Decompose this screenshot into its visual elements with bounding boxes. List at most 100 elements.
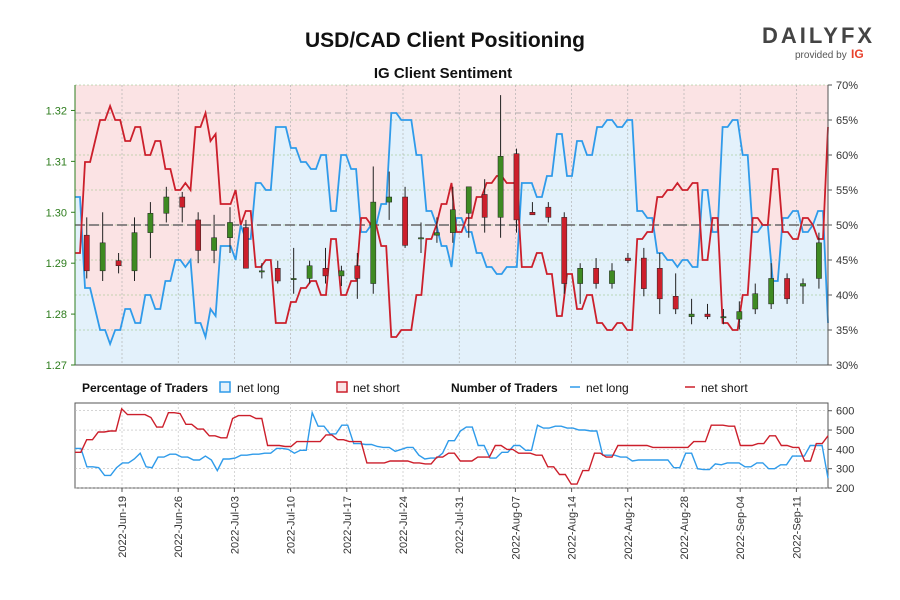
candle-body	[290, 278, 297, 280]
price-tick-label: 1.30	[46, 207, 67, 219]
candle-body	[195, 219, 202, 251]
percent-tick-label: 35%	[836, 325, 858, 337]
legend-pct-short-swatch	[336, 381, 348, 393]
candle-body	[656, 268, 663, 300]
candle-body	[800, 283, 806, 287]
candle-body	[640, 257, 647, 289]
candle-body	[577, 268, 584, 284]
legend-pct-heading: Percentage of Traders	[82, 381, 208, 395]
long-area	[75, 113, 828, 365]
legend-pct-long-swatch	[219, 381, 231, 393]
count-tick-label: 500	[836, 425, 854, 437]
count-frame	[74, 402, 829, 489]
date-tick-label: 2022-Jul-24	[398, 496, 410, 554]
percent-tick-label: 30%	[836, 360, 858, 372]
date-tick-label: 2022-Jul-03	[229, 496, 241, 554]
pct-short-line	[75, 103, 829, 338]
candle-body	[625, 257, 631, 261]
chart-subtitle: IG Client Sentiment	[374, 65, 512, 82]
candle-body	[434, 232, 440, 236]
candle-body	[418, 237, 424, 240]
price-tick-label: 1.29	[46, 258, 67, 270]
candle-body	[115, 260, 122, 266]
date-tick-label: 2022-Aug-14	[567, 496, 579, 560]
candle-body	[322, 268, 329, 277]
candle-body	[227, 222, 233, 238]
candle-body	[370, 201, 377, 284]
candle-body	[354, 265, 361, 279]
date-tick-label: 2022-Jul-17	[342, 496, 354, 554]
candle-body	[752, 293, 759, 310]
price-tick-label: 1.31	[46, 156, 67, 168]
percent-tick-label: 55%	[836, 185, 858, 197]
date-tick-label: 2022-Sep-04	[735, 496, 747, 560]
count-tick-label: 200	[836, 483, 854, 495]
candle-body	[243, 227, 249, 269]
candle-body	[736, 311, 743, 320]
percent-tick-label: 40%	[836, 290, 858, 302]
count-long-line	[75, 410, 829, 479]
date-tick-label: 2022-Aug-28	[679, 496, 691, 560]
price-tick-label: 1.28	[46, 309, 67, 321]
candle-body	[258, 270, 265, 273]
candle-body	[545, 206, 552, 218]
chart-title: USD/CAD Client Positioning	[305, 29, 585, 52]
candle-body	[386, 196, 393, 203]
candle-body	[720, 316, 727, 319]
brand-provider: IG	[851, 47, 864, 61]
count-tick-label: 400	[836, 444, 854, 456]
candle-body	[529, 212, 536, 216]
price-tick-label: 1.32	[46, 105, 67, 117]
candle-body	[83, 234, 90, 272]
brand-provided-by: provided by	[795, 50, 847, 61]
legend-pct-long-label: net long	[237, 381, 280, 395]
trader-count-panel: 200 300 400 500 600 2022-Jun-19 2022-Jun-26 202…	[74, 402, 854, 560]
legend-num-short-label: net short	[701, 381, 748, 395]
percent-tick-label: 50%	[836, 220, 858, 232]
sentiment-price-panel: 1.27 1.28 1.29 1.30 1.31 1.32 30% 35% 40% 45% 50% 5…	[46, 80, 859, 372]
percent-tick-label: 65%	[836, 115, 858, 127]
date-tick-label: 2022-Jul-10	[286, 496, 298, 554]
candle-body	[402, 196, 408, 246]
candle-body	[784, 278, 790, 300]
candle-body	[768, 278, 775, 305]
candle-body	[211, 237, 217, 251]
candle-body	[672, 296, 679, 310]
candle-body	[816, 242, 822, 279]
percent-tick-label: 70%	[836, 80, 858, 92]
candle-body	[338, 270, 345, 277]
candle-body	[274, 268, 281, 282]
candle-body	[99, 242, 106, 272]
candle-body	[593, 268, 599, 284]
candle-body	[131, 232, 138, 272]
candle-body	[179, 196, 186, 208]
candle-body	[449, 209, 456, 233]
candle-body	[481, 194, 488, 218]
date-tick-label: 2022-Aug-21	[623, 496, 635, 560]
date-tick-label: 2022-Jul-31	[454, 496, 466, 554]
candle-body	[497, 156, 504, 218]
candle-body	[704, 313, 711, 317]
date-tick-label: 2022-Jun-26	[173, 496, 185, 558]
dailyfx-logo: DAILYFX provided by IG	[762, 23, 875, 61]
date-tick-label: 2022-Jun-19	[117, 496, 129, 558]
candle-body	[163, 196, 170, 214]
legend-num-long-label: net long	[586, 381, 629, 395]
percent-tick-label: 45%	[836, 255, 858, 267]
legend-num-heading: Number of Traders	[451, 381, 558, 395]
date-tick-label: 2022-Sep-11	[791, 496, 803, 559]
candle-body	[306, 265, 313, 279]
count-short-line	[75, 407, 829, 485]
candle-body	[561, 217, 568, 284]
price-tick-label: 1.27	[46, 360, 67, 372]
legend-pct-short-label: net short	[353, 381, 400, 395]
pct-long-line	[75, 112, 829, 347]
percent-tick-label: 60%	[836, 150, 858, 162]
candle-body	[688, 313, 695, 317]
count-tick-label: 600	[836, 406, 854, 418]
date-tick-label: 2022-Aug-07	[510, 496, 522, 560]
brand-logo-text: DAILYFX	[762, 23, 875, 48]
candle-body	[513, 153, 520, 221]
candle-body	[147, 213, 154, 233]
